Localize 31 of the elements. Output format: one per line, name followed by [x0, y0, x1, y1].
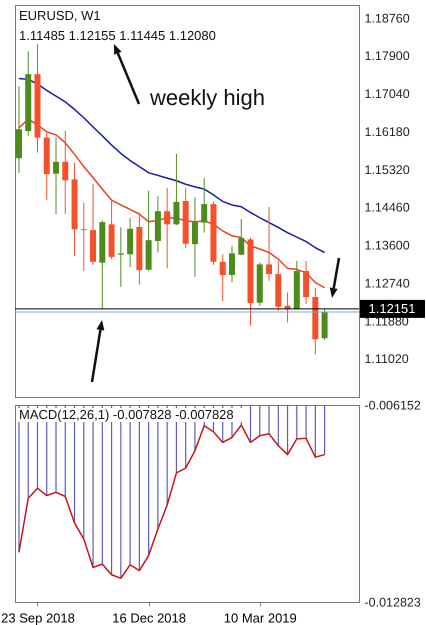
candlestick: [238, 218, 244, 256]
line-series: [18, 78, 326, 254]
x-tick-label: 23 Sep 2018: [1, 610, 75, 625]
chart-title: EURUSD, W1: [19, 8, 101, 23]
y-tick-label: 1.17040: [364, 87, 410, 102]
candlestick: [173, 153, 180, 226]
candlestick: [220, 254, 226, 302]
text: 1.11485 1.12155 1.11445 1.12080: [19, 28, 216, 43]
y-tick-label: 1.12740: [364, 276, 410, 290]
x-tick-label: 10 Mar 2019: [224, 610, 297, 625]
chart-title: MACD(12,26,1) -0.007828 -0.007828: [19, 407, 234, 422]
y-tick-label: 1.14460: [364, 200, 410, 215]
y-tick-label: -0.012823: [364, 596, 421, 610]
candlestick: [53, 137, 60, 215]
x-tick-label: 16 Dec 2018: [112, 610, 186, 625]
candlestick: [201, 178, 208, 234]
y-tick-label: 1.18760: [364, 11, 410, 26]
candlestick: [228, 245, 235, 283]
ref-line-label: 1.12151: [368, 300, 416, 316]
line-series: [18, 118, 326, 289]
y-tick-label: 1.13600: [364, 238, 410, 253]
candlestick: [62, 130, 68, 214]
y-tick-label: 1.17900: [364, 49, 410, 64]
y-tick-label: 1.15320: [364, 162, 410, 177]
y-tick-label: 1.11020: [364, 352, 409, 366]
y-tick-label: -0.006152: [364, 398, 421, 412]
y-tick-label: 1.16180: [364, 124, 410, 139]
annotation: weekly high: [149, 85, 265, 110]
line-series: [18, 424, 326, 580]
candlestick: [164, 187, 170, 269]
candlestick: [80, 202, 87, 272]
